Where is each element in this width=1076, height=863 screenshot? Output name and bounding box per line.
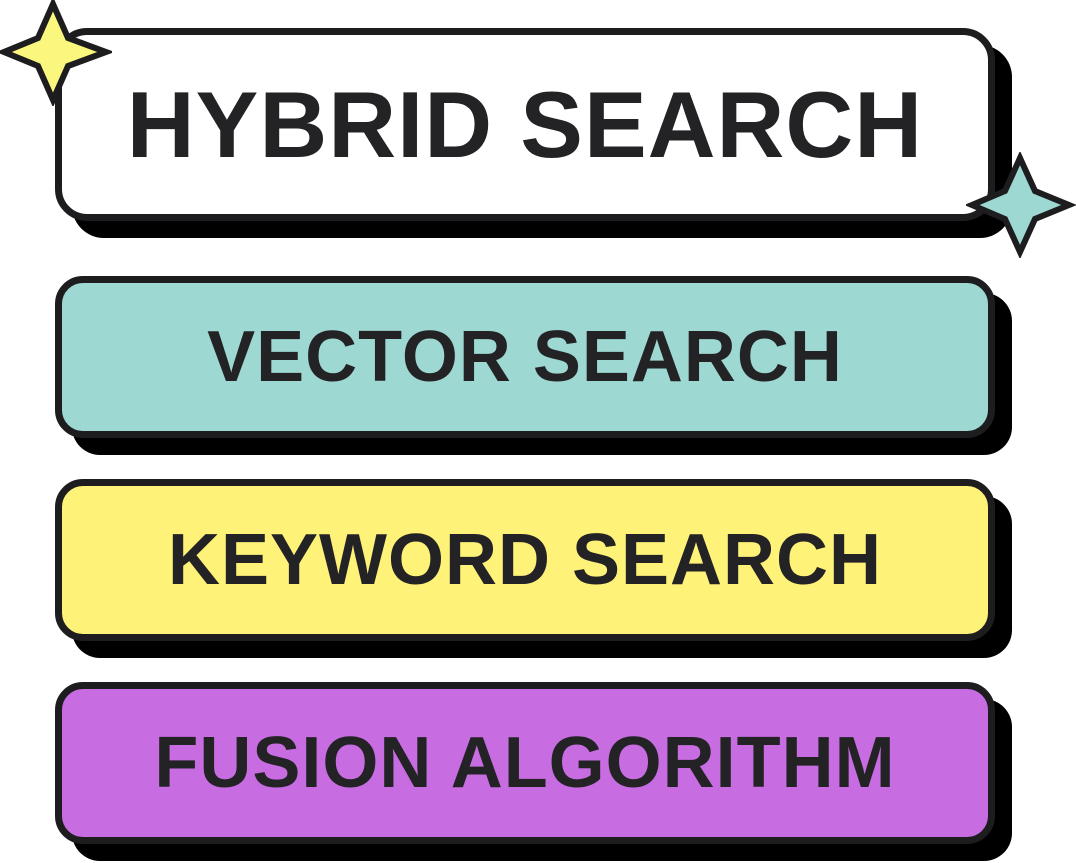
hybrid-search-title-box: HYBRID SEARCH	[55, 28, 995, 221]
fusion-algorithm-label: FUSION ALGORITHM	[154, 723, 896, 803]
hybrid-search-title: HYBRID SEARCH	[126, 71, 924, 177]
keyword-search-box: KEYWORD SEARCH	[55, 479, 995, 641]
vector-search-box: VECTOR SEARCH	[55, 276, 995, 438]
keyword-search-label: KEYWORD SEARCH	[167, 520, 883, 600]
vector-search-label: VECTOR SEARCH	[207, 317, 843, 397]
fusion-algorithm-box: FUSION ALGORITHM	[55, 682, 995, 844]
sparkle-yellow-icon	[0, 0, 112, 106]
sparkle-teal-icon	[966, 152, 1076, 258]
